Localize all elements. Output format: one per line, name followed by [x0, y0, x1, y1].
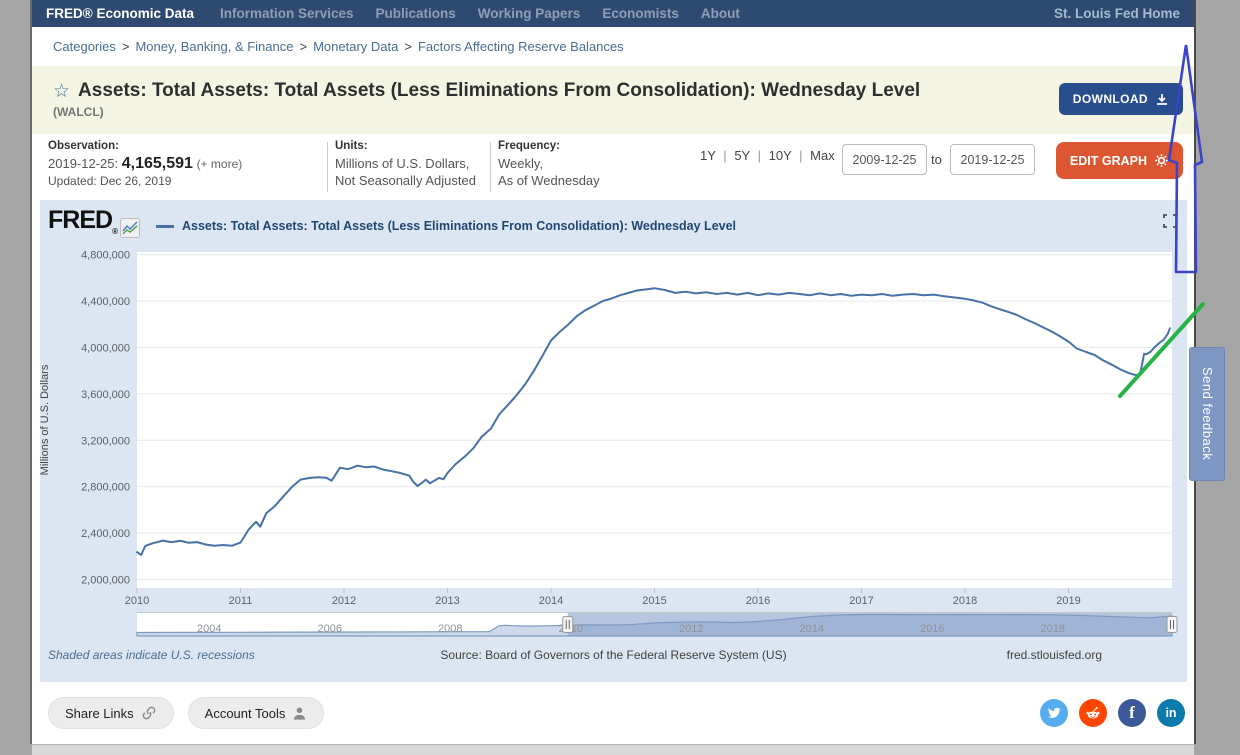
breadcrumb: Categories > Money, Banking, & Finance >… [32, 27, 1194, 66]
linkedin-icon[interactable]: in [1157, 699, 1185, 727]
preset-separator: | [723, 148, 727, 163]
edit-graph-label: EDIT GRAPH [1069, 153, 1147, 168]
share-links-button[interactable]: Share Links [48, 697, 174, 729]
page-bottom-strip [32, 744, 1194, 755]
observation-value: 4,165,591 [121, 155, 193, 172]
twitter-icon[interactable] [1040, 699, 1068, 727]
breadcrumb-money-banking-finance[interactable]: Money, Banking, & Finance [135, 39, 294, 54]
date-range-to-label: to [931, 152, 942, 167]
edit-graph-button[interactable]: EDIT GRAPH [1055, 142, 1183, 179]
share-links-label: Share Links [65, 705, 134, 721]
reddit-icon[interactable] [1079, 699, 1107, 727]
nav-st-louis-fed-home[interactable]: St. Louis Fed Home [1053, 6, 1180, 21]
meta-divider [490, 142, 491, 192]
send-feedback-tab[interactable]: Send feedback [1189, 347, 1225, 481]
fred-logo[interactable]: FRED® [48, 206, 118, 237]
observation-date: 2019-12-25: [48, 156, 119, 171]
person-icon [294, 707, 306, 720]
chart-header: FRED® Assets: Total Assets: Total Assets… [48, 208, 736, 244]
nav-about[interactable]: About [700, 6, 740, 21]
breadcrumb-categories[interactable]: Categories [53, 39, 116, 54]
observation-block: Observation: 2019-12-25: 4,165,591 (+ mo… [48, 140, 242, 190]
frequency-line2: As of Wednesday [498, 173, 600, 188]
download-label: DOWNLOAD [1072, 92, 1148, 106]
nav-working-papers[interactable]: Working Papers [477, 6, 581, 21]
chart-card[interactable]: FRED® Assets: Total Assets: Total Assets… [40, 200, 1187, 682]
end-date-input[interactable] [950, 144, 1035, 175]
legend-line-swatch [155, 224, 174, 228]
preset-1y[interactable]: 1Y [700, 148, 716, 163]
breadcrumb-factors-affecting-reserve-balances[interactable]: Factors Affecting Reserve Balances [417, 39, 624, 54]
gear-icon [1155, 154, 1168, 167]
units-label: Units: [335, 140, 368, 152]
series-id: (WALCL) [53, 105, 104, 119]
breadcrumb-separator: > [404, 39, 412, 54]
nav-publications[interactable]: Publications [375, 6, 456, 21]
facebook-icon[interactable]: f [1118, 699, 1146, 727]
chart-notes: Shaded areas indicate U.S. recessions So… [40, 648, 1187, 668]
frequency-block: Frequency: Weekly, As of Wednesday [498, 140, 600, 189]
nav-information-services[interactable]: Information Services [219, 6, 354, 21]
units-line1: Millions of U.S. Dollars, [335, 156, 470, 171]
social-icons: f in [1040, 699, 1185, 727]
preset-max[interactable]: Max [810, 148, 835, 163]
meta-divider [327, 142, 328, 192]
units-line2: Not Seasonally Adjusted [335, 173, 476, 188]
preset-separator: | [799, 148, 803, 163]
observation-label: Observation: [48, 140, 119, 152]
source-note: Source: Board of Governors of the Federa… [440, 648, 787, 662]
fred-logo-sparkline-icon [119, 218, 140, 238]
bottom-actions: Share Links Account Tools [48, 697, 325, 729]
start-date-input[interactable] [842, 144, 927, 175]
page: FRED® Economic Data Information Services… [30, 0, 1196, 755]
link-icon [142, 706, 155, 720]
preset-5y[interactable]: 5Y [734, 148, 750, 163]
top-nav: FRED® Economic Data Information Services… [32, 0, 1194, 27]
account-tools-button[interactable]: Account Tools [187, 697, 325, 729]
recessions-note-link[interactable]: Shaded areas indicate U.S. recessions [48, 648, 255, 662]
favorite-star-icon[interactable]: ☆ [53, 80, 71, 102]
units-block: Units: Millions of U.S. Dollars, Not Sea… [335, 140, 476, 189]
meta-row: Observation: 2019-12-25: 4,165,591 (+ mo… [32, 134, 1194, 200]
observation-more-link[interactable]: (+ more) [196, 157, 243, 171]
site-note: fred.stlouisfed.org [1006, 648, 1102, 662]
breadcrumb-monetary-data[interactable]: Monetary Data [313, 39, 399, 54]
preset-10y[interactable]: 10Y [768, 148, 792, 163]
preset-separator: | [757, 148, 761, 163]
range-presets: 1Y | 5Y | 10Y | Max [700, 148, 835, 163]
page-title: Assets: Total Assets: Total Assets (Less… [78, 80, 921, 101]
download-icon [1157, 93, 1167, 105]
chart-legend-title: Assets: Total Assets: Total Assets (Less… [181, 219, 737, 233]
frequency-label: Frequency: [498, 140, 560, 152]
series-title-band: ☆ Assets: Total Assets: Total Assets (Le… [32, 66, 1194, 134]
breadcrumb-separator: > [121, 39, 130, 54]
download-button[interactable]: DOWNLOAD [1058, 83, 1183, 115]
breadcrumb-separator: > [299, 39, 308, 54]
expand-fullscreen-icon[interactable] [1162, 213, 1178, 229]
account-tools-label: Account Tools [204, 705, 286, 721]
frequency-line1: Weekly, [498, 156, 544, 171]
nav-economists[interactable]: Economists [602, 6, 679, 21]
fred-brand-link[interactable]: FRED® Economic Data [46, 6, 194, 21]
observation-updated: Updated: Dec 26, 2019 [48, 174, 172, 188]
